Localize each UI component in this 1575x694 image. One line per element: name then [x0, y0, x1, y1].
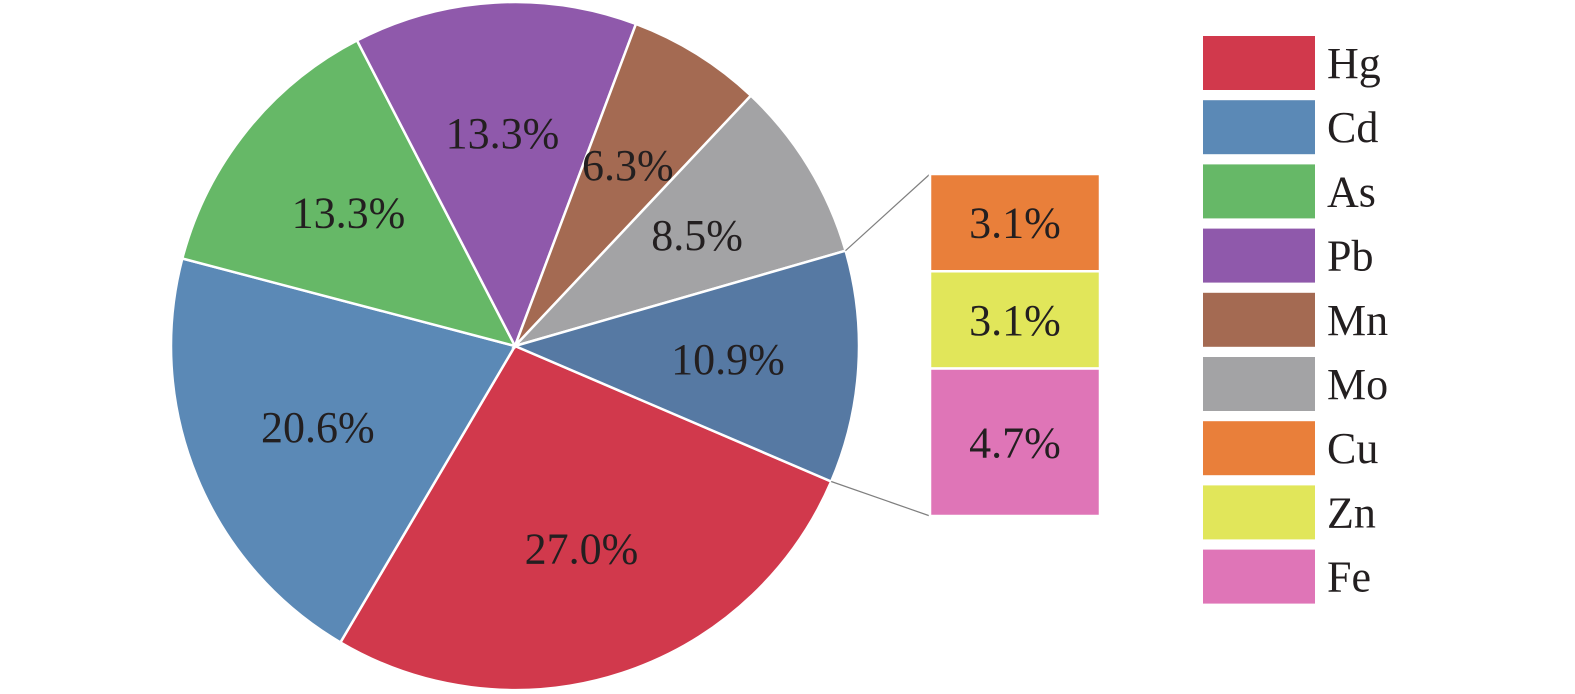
legend-swatch-as	[1203, 164, 1315, 219]
legend-label-pb: Pb	[1327, 232, 1373, 281]
pie-slice-label-cd: 20.6%	[261, 403, 375, 452]
legend-swatch-hg	[1203, 36, 1315, 90]
breakout-label-cu: 3.1%	[969, 199, 1061, 248]
legend-label-zn: Zn	[1327, 488, 1376, 537]
legend-swatch-fe	[1203, 549, 1315, 604]
legend-label-cd: Cd	[1327, 103, 1378, 152]
pie-slice-mn	[513, 22, 753, 347]
pie-slice-mo	[510, 93, 848, 349]
pie-slice-as	[180, 38, 518, 348]
breakout-segment-zn	[928, 270, 1102, 370]
legend-label-mo: Mo	[1327, 360, 1388, 409]
pie-slice-label-as: 13.3%	[292, 189, 406, 238]
pie-slice-other	[511, 249, 861, 484]
legend-label-cu: Cu	[1327, 424, 1378, 473]
legend-label-hg: Hg	[1327, 39, 1381, 88]
connector-lines	[831, 173, 931, 517]
breakout-label-zn: 3.1%	[969, 296, 1061, 345]
legend-label-as: As	[1327, 167, 1376, 216]
pie-slice-label-other: 10.9%	[671, 335, 785, 384]
pie-slice-hg	[338, 344, 833, 692]
legend-swatch-cu	[1203, 421, 1315, 476]
legend-swatch-cd	[1203, 100, 1315, 155]
pie-slice-pb	[355, 0, 638, 350]
breakout-segment-fe	[928, 367, 1102, 518]
pie-slice-label-pb: 13.3%	[446, 109, 560, 158]
legend-swatch-mn	[1203, 292, 1315, 347]
breakout-segment-cu	[928, 172, 1102, 273]
legend-swatch-pb	[1203, 228, 1315, 283]
pie-slice-label-hg: 27.0%	[525, 525, 639, 574]
breakout-label-fe: 4.7%	[969, 418, 1061, 467]
legend-label-fe: Fe	[1327, 553, 1371, 602]
legend: Hg Cd As Pb Mn Mo Cu Zn Fe	[1203, 36, 1388, 604]
legend-label-mn: Mn	[1327, 296, 1388, 345]
pie-slice-label-mo: 8.5%	[651, 211, 743, 260]
pie-slice-cd	[169, 256, 517, 645]
pie: 27.0% 20.6% 13.3% 13.3% 6.3% 8.5% 10.9%	[169, 0, 861, 692]
connector-line-bottom	[831, 480, 931, 517]
connector-line-top	[845, 173, 931, 252]
pie-slice-label-mn: 6.3%	[582, 141, 674, 190]
legend-swatch-zn	[1203, 485, 1315, 540]
legend-swatch-mo	[1203, 357, 1315, 411]
breakout-bar: 3.1% 3.1% 4.7%	[928, 172, 1102, 518]
